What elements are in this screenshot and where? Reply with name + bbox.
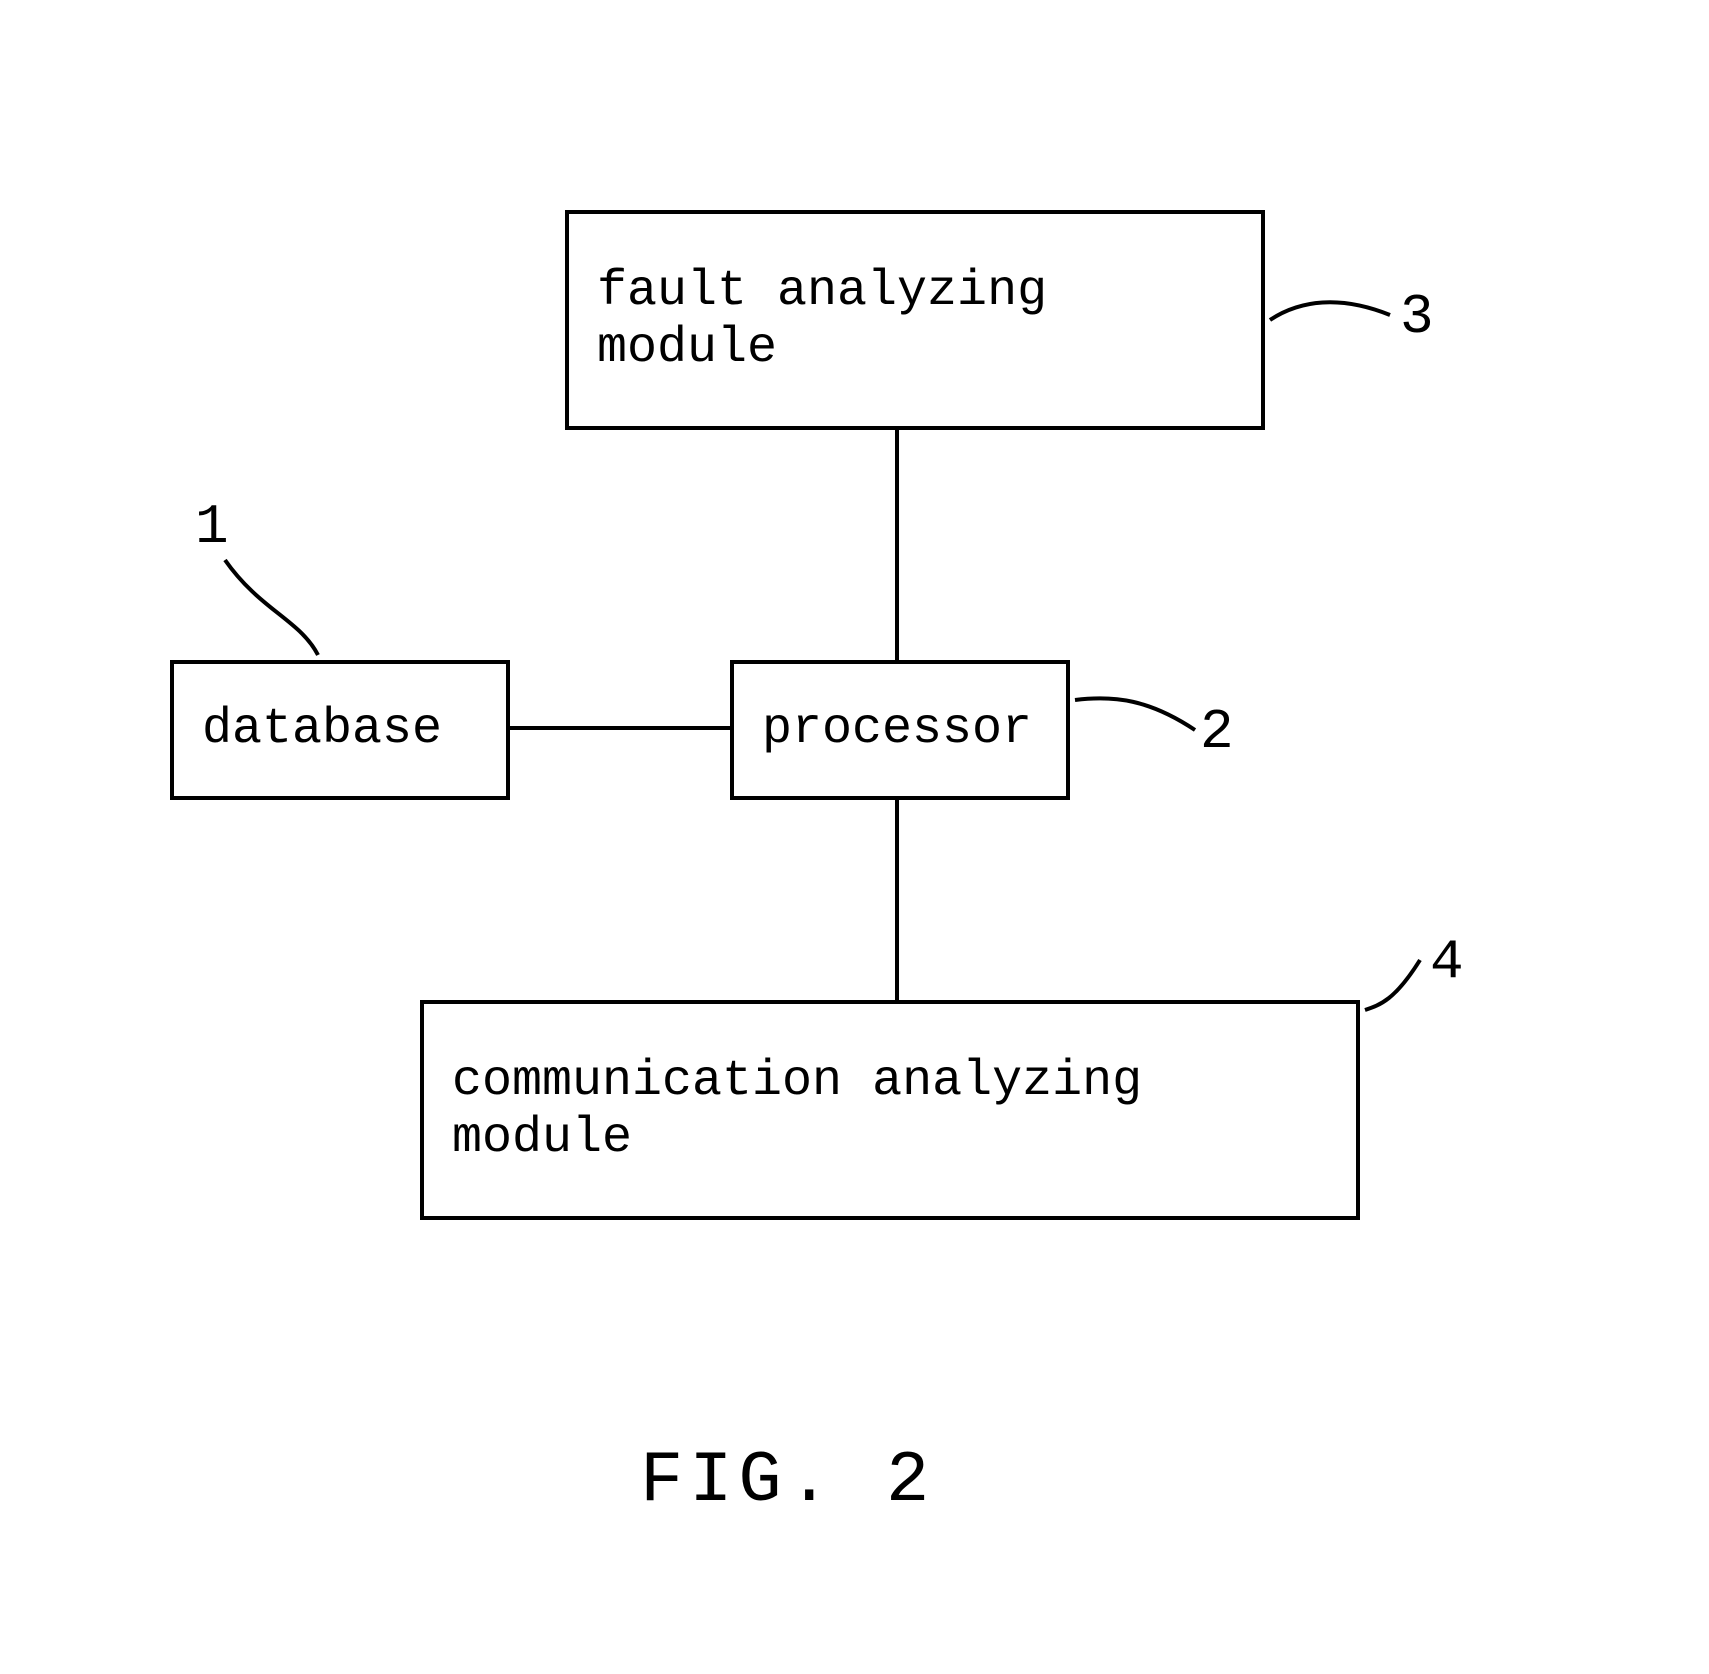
ref-number-4: 4 <box>1430 930 1464 994</box>
figure-caption: FIG. 2 <box>640 1440 935 1522</box>
ref-number-1: 1 <box>195 495 229 559</box>
ref-number-3: 3 <box>1400 285 1434 349</box>
lead-curve-4 <box>0 0 1709 1674</box>
ref-number-2: 2 <box>1200 700 1234 764</box>
diagram-canvas: fault analyzing module database processo… <box>0 0 1709 1674</box>
